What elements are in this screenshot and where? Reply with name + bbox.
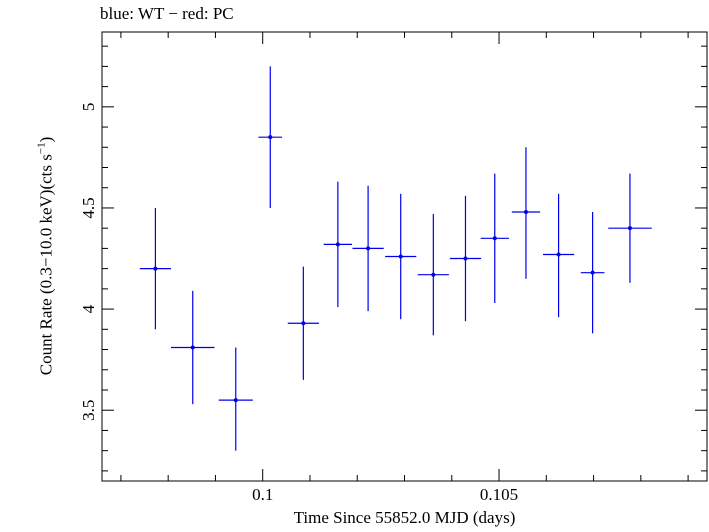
point-marker [190,345,195,350]
data-point [580,212,605,334]
x-tick-label: 0.105 [480,485,518,504]
point-marker [335,242,340,247]
data-point [511,147,541,279]
data-point [352,185,384,312]
point-marker [556,252,561,257]
data-point [542,193,575,318]
chart-title: blue: WT − red: PC [100,4,234,23]
y-tick-label: 4 [79,304,98,313]
x-axis-label: Time Since 55852.0 MJD (days) [293,508,516,527]
point-marker [492,236,497,241]
point-marker [627,226,632,231]
data-point [139,207,172,330]
y-tick-label: 3.5 [79,400,98,421]
data-point [258,66,283,208]
data-point [449,195,482,322]
data-point [323,181,353,308]
point-marker [233,398,238,403]
point-marker [463,256,468,261]
data-point [171,290,215,405]
y-tick-label: 5 [79,103,98,112]
point-marker [523,210,528,215]
y-tick-label: 4.5 [79,197,98,218]
data-point [417,214,449,336]
point-marker [431,272,436,277]
point-marker [301,321,306,326]
data-point [608,173,652,283]
data-point [287,266,319,380]
x-tick-label: 0.1 [252,485,273,504]
data-points [139,66,652,451]
point-marker [268,135,273,140]
axis-ticks [102,32,707,481]
data-point [480,173,509,304]
point-marker [366,246,371,251]
point-marker [590,270,595,275]
point-marker [153,266,158,271]
data-point [385,193,417,320]
tick-labels: 0.1 0.105 3.5 4 4.5 5 [79,103,518,504]
data-point [218,347,253,451]
point-marker [398,254,403,259]
